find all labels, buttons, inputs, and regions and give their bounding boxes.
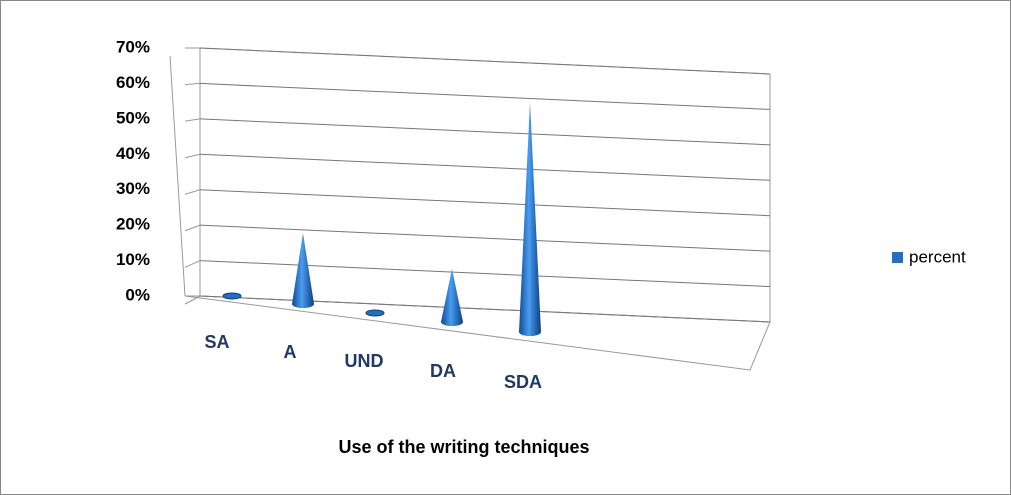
- cone: [365, 309, 385, 317]
- x-tick-label: SDA: [504, 372, 542, 392]
- cone: [222, 292, 242, 300]
- y-tick-label: 30%: [116, 179, 150, 198]
- cone: [441, 268, 463, 326]
- y-tick-label: 20%: [116, 215, 150, 234]
- grid-line: [199, 224, 771, 252]
- cone: [519, 101, 541, 336]
- side-grid-line: [184, 153, 201, 159]
- chart-title: Use of the writing techniques: [338, 437, 589, 457]
- x-tick-label: UND: [345, 351, 384, 371]
- grid-line: [199, 82, 771, 110]
- side-grid-line: [184, 189, 201, 195]
- y-tick-label: 40%: [116, 144, 150, 163]
- y-tick-label: 70%: [116, 37, 150, 56]
- y-tick-label: 50%: [116, 108, 150, 127]
- grid-line: [199, 189, 771, 217]
- y-axis: [169, 55, 186, 297]
- side-grid-line: [184, 224, 201, 232]
- grid-line: [199, 118, 771, 146]
- legend-label: percent: [909, 247, 966, 266]
- y-tick-label: 60%: [116, 73, 150, 92]
- side-grid-line: [184, 118, 201, 122]
- side-grid-line: [184, 260, 201, 268]
- x-tick-label: SA: [204, 332, 229, 352]
- side-grid-line: [184, 295, 201, 305]
- side-grid-line: [184, 82, 201, 86]
- x-tick-label: A: [284, 342, 297, 362]
- y-tick-label: 0%: [125, 285, 150, 304]
- x-tick-label: DA: [430, 361, 456, 381]
- legend-swatch: [892, 252, 903, 263]
- y-tick-label: 10%: [116, 250, 150, 269]
- cone: [292, 233, 314, 308]
- grid-line: [199, 47, 771, 75]
- grid-line: [199, 153, 771, 181]
- grid-line: [199, 260, 771, 288]
